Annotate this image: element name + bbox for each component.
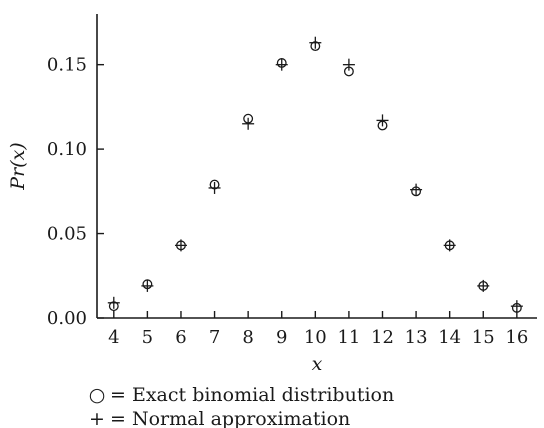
x-tick-label: 9 — [276, 327, 287, 348]
legend-symbol: ○ — [89, 384, 106, 406]
x-tick-label: 15 — [472, 327, 495, 348]
legend-label: = Normal approximation — [110, 408, 350, 428]
normal-point — [410, 183, 423, 196]
legend-label: = Exact binomial distribution — [110, 384, 394, 406]
legend: ○ = Exact binomial distribution+ = Normal … — [89, 384, 395, 428]
y-tick-label: 0.15 — [47, 55, 87, 76]
x-axis-title: x — [312, 353, 323, 375]
x-tick-label: 16 — [505, 327, 528, 348]
x-tick-label: 12 — [371, 327, 394, 348]
y-tick-label: 0.10 — [47, 139, 87, 160]
x-tick-label: 7 — [209, 327, 220, 348]
x-tick-label: 6 — [175, 327, 186, 348]
normal-point — [242, 117, 255, 130]
x-tick-label: 14 — [438, 327, 461, 348]
normal-point — [376, 114, 389, 127]
normal-point — [443, 239, 456, 252]
normal-point — [309, 36, 322, 49]
normal-point — [342, 58, 355, 71]
y-axis-title: Pr(x) — [7, 142, 29, 190]
normal-point — [208, 181, 221, 194]
normal-point — [141, 279, 154, 292]
legend-symbol: + — [89, 408, 105, 428]
y-tick-label: 0.05 — [47, 224, 87, 245]
normal-point — [275, 58, 288, 71]
x-tick-label: 5 — [142, 327, 153, 348]
x-tick-label: 13 — [405, 327, 428, 348]
series-circle — [108, 41, 522, 313]
x-tick-label: 4 — [108, 327, 119, 348]
axes — [96, 14, 537, 319]
series-layer — [107, 36, 523, 313]
x-tick-label: 11 — [337, 327, 360, 348]
normal-point — [107, 296, 120, 309]
y-tick-label: 0.00 — [47, 308, 87, 329]
normal-point — [510, 300, 523, 313]
normal-point — [174, 239, 187, 252]
y-ticks: 0.00 0.05 0.10 0.15 — [47, 55, 104, 329]
x-tick-label: 10 — [304, 327, 327, 348]
series-plus — [107, 36, 523, 313]
x-ticks: 4 5 6 7 8 9 10 11 12 13 14 15 16 — [108, 311, 528, 348]
normal-point — [477, 279, 490, 292]
x-tick-label: 8 — [242, 327, 253, 348]
